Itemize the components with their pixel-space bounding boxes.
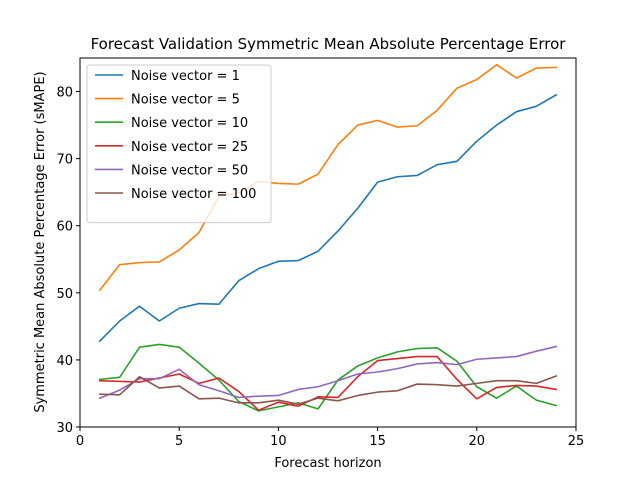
x-tick-label: 10 [270, 434, 287, 449]
y-tick-label: 70 [56, 153, 73, 168]
series-line-4 [99, 355, 558, 412]
legend-label-3: Noise vector = 10 [131, 116, 248, 131]
chart-title: Forecast Validation Symmetric Mean Absol… [91, 35, 567, 53]
series-line-2 [98, 63, 557, 292]
y-tick-label: 50 [56, 287, 73, 302]
y-tick-label: 60 [56, 220, 73, 235]
legend-label-5: Noise vector = 50 [131, 163, 248, 178]
x-tick-label: 20 [469, 434, 486, 449]
legend: Noise vector = 1 Noise vector = 5 Noise ve… [86, 64, 272, 224]
series-line-6 [99, 374, 558, 405]
legend-box [86, 64, 272, 224]
y-axis-label: Symmetric Mean Absolute Percentage Error… [33, 71, 48, 412]
legend-label-4: Noise vector = 25 [131, 140, 248, 155]
series-line-1 [98, 93, 558, 343]
legend-label-6: Noise vector = 100 [131, 187, 256, 202]
x-axis-label: Forecast horizon [274, 456, 381, 471]
legend-label-1: Noise vector = 1 [131, 69, 240, 84]
x-tick-label: 0 [76, 434, 84, 449]
x-tick-label: 5 [175, 434, 183, 449]
y-axis: 30 40 50 60 70 80 [56, 86, 80, 436]
x-axis: 0 5 10 15 20 25 [76, 427, 584, 449]
axes-frame [79, 57, 577, 428]
y-tick-label: 30 [56, 421, 73, 436]
y-tick-label: 80 [56, 86, 73, 101]
y-tick-label: 40 [56, 354, 73, 369]
series-layer [98, 63, 558, 412]
x-tick-label: 25 [568, 434, 585, 449]
legend-label-2: Noise vector = 5 [131, 93, 240, 108]
series-line-5 [98, 345, 558, 400]
series-line-3 [98, 343, 558, 412]
x-tick-label: 15 [369, 434, 386, 449]
